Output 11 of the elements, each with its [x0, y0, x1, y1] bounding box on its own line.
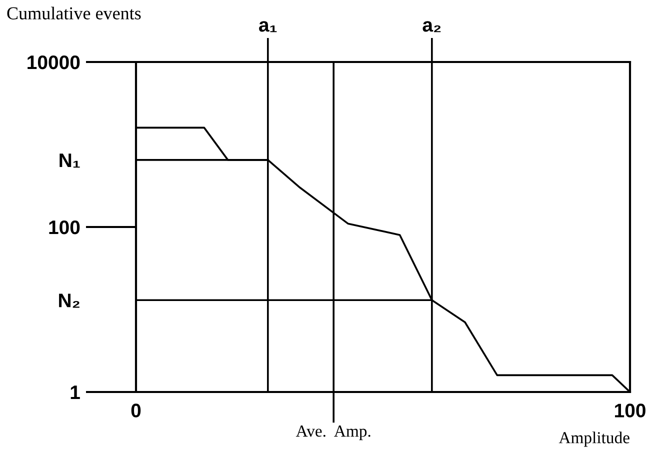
x-tick-label: 0	[131, 404, 141, 418]
ref-line-label: a₁	[259, 21, 277, 32]
y-tick-label: N₂	[59, 294, 80, 308]
y-tick-label: 1	[70, 386, 80, 400]
x-axis-title: Amplitude	[558, 432, 630, 447]
y-tick-label: 100	[49, 220, 80, 234]
ref-line-label: Ave. Amp.	[296, 426, 370, 440]
y-tick-label: N₁	[60, 154, 80, 168]
y-axis-title: Cumulative events	[7, 6, 141, 20]
ref-line-label: a₂	[422, 21, 441, 32]
y-tick-label: 10000	[28, 55, 80, 70]
